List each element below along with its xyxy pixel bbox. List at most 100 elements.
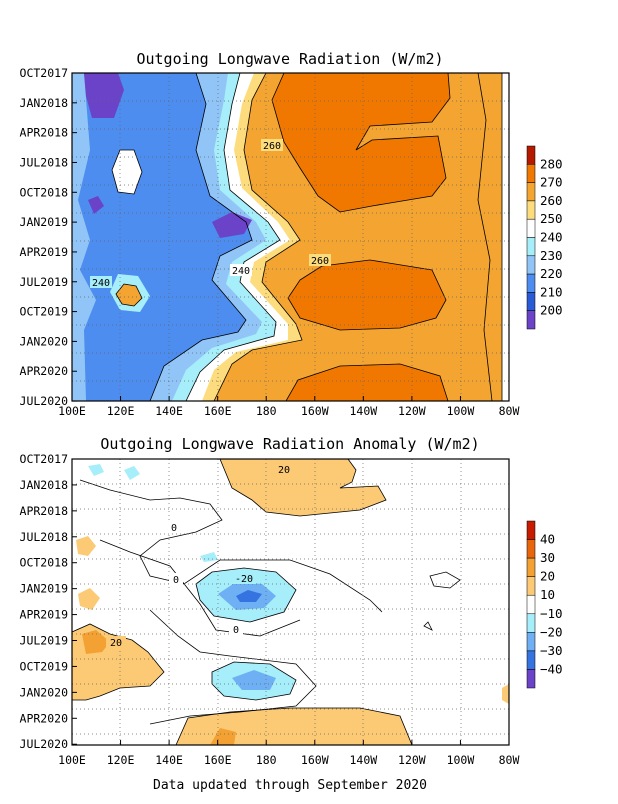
olr-x-tick-label: 100W <box>447 404 475 418</box>
olr-field <box>72 73 509 401</box>
olr-colorbar-swatch <box>526 218 536 238</box>
olr-y-tick-label: JAN2020 <box>20 334 69 348</box>
anomaly-x-tick-label: 120W <box>398 753 426 767</box>
olr-colorbar-label: 220 <box>540 266 563 281</box>
anomaly-colorbar-swatch <box>526 557 536 577</box>
anomaly-x-tick-label: 140E <box>155 753 183 767</box>
anomaly-colorbar-label: −30 <box>540 643 563 658</box>
olr-band-270-a <box>272 73 450 212</box>
anomaly-y-tick-label: APR2019 <box>20 608 69 622</box>
anomaly-contour-labels: 20 0 0 -20 0 20 <box>106 463 294 649</box>
olr-contour-label-260-b: 260 <box>311 256 329 267</box>
anomaly-neg-h <box>200 552 218 562</box>
anomaly-y-tick-label: JAN2018 <box>20 478 69 492</box>
olr-core-200-b <box>212 212 252 238</box>
olr-x-tick-label: 80W <box>499 404 520 418</box>
olr-x-tick-label: 160E <box>204 404 232 418</box>
olr-colorbar-swatch <box>526 237 536 257</box>
anomaly-pos-h <box>502 684 509 704</box>
olr-x-tick-label: 140E <box>155 404 183 418</box>
olr-title: Outgoing Longwave Radiation (W/m2) <box>136 50 443 68</box>
olr-y-tick-label: APR2018 <box>20 126 69 140</box>
anomaly-neg-f <box>88 464 104 476</box>
anomaly-panel: Outgoing Longwave Radiation Anomaly (W/m… <box>20 435 563 767</box>
anomaly-colorbar-label: −40 <box>540 661 563 676</box>
olr-colorbar-label: 200 <box>540 303 563 318</box>
olr-y-tick-label: APR2020 <box>20 364 69 378</box>
anomaly-neg-g <box>124 466 140 480</box>
anomaly-x-tick-label: 140W <box>349 753 377 767</box>
olr-panel: Outgoing Longwave Radiation (W/m2) <box>20 50 563 418</box>
olr-x-tick-label: 100E <box>58 404 86 418</box>
olr-plot-frame <box>71 72 510 402</box>
olr-colorbar-label: 250 <box>540 211 563 226</box>
anomaly-colorbar-swatch <box>526 613 536 633</box>
olr-colorbar-swatch <box>526 145 536 165</box>
olr-contour-label-240-b: 240 <box>92 278 110 289</box>
anomaly-colorbar: 40 30 20 10 −10 −20 −30 −40 <box>526 520 563 689</box>
olr-x-tick-label: 120W <box>398 404 426 418</box>
olr-contour-labels: 260 260 240 240 <box>90 139 331 289</box>
olr-colorbar-swatch <box>526 273 536 293</box>
anomaly-x-tick-label: 160E <box>204 753 232 767</box>
anomaly-contour-label-20-a: 20 <box>278 465 290 476</box>
anomaly-y-tick-label: JUL2019 <box>20 634 69 648</box>
olr-colorbar-label: 210 <box>540 284 563 299</box>
olr-y-tick-label: JUL2020 <box>20 394 69 408</box>
anomaly-neg-e <box>232 670 276 690</box>
anomaly-y-tick-label: JUL2020 <box>20 737 69 751</box>
anomaly-colorbar-swatch <box>526 576 536 596</box>
anomaly-contour-label-0-b: 0 <box>173 575 179 586</box>
anomaly-field <box>72 459 509 745</box>
anomaly-colorbar-swatch <box>526 632 536 652</box>
olr-core-200-c <box>88 196 104 214</box>
olr-y-ticks: OCT2017 JAN2018 APR2018 JUL2018 OCT2018 JAN20… <box>20 66 77 408</box>
anomaly-x-ticks: 100E 120E 140E 160E 180 160W 140W 120W 100W 80W <box>58 740 519 767</box>
anomaly-contour-label-0-a: 0 <box>171 523 177 534</box>
anomaly-x-tick-label: 100W <box>447 753 475 767</box>
anomaly-plot-frame <box>71 458 510 746</box>
olr-y-tick-label: JAN2019 <box>20 215 69 229</box>
olr-y-tick-label: JUL2019 <box>20 275 69 289</box>
olr-east-strip <box>502 73 509 401</box>
olr-x-tick-label: 140W <box>349 404 377 418</box>
olr-colorbar: 280 270 260 250 240 230 220 210 200 <box>526 145 563 330</box>
anomaly-grid <box>72 459 509 745</box>
olr-y-tick-label: OCT2019 <box>20 305 69 319</box>
olr-x-ticks: 100E 120E 140E 160E 180 160W 140W 120W 100W 80W <box>58 396 519 418</box>
olr-colorbar-label: 280 <box>540 156 563 171</box>
anomaly-colorbar-label: 30 <box>540 550 555 565</box>
olr-white-blob <box>112 150 142 194</box>
anomaly-pos-d <box>76 536 96 556</box>
olr-colorbar-swatch <box>526 164 536 183</box>
olr-y-tick-label: JAN2018 <box>20 96 69 110</box>
anomaly-y-tick-label: APR2018 <box>20 504 69 518</box>
olr-colorbar-swatch <box>526 255 536 275</box>
olr-y-tick-label: OCT2018 <box>20 185 69 199</box>
anomaly-x-tick-label: 100E <box>58 753 86 767</box>
olr-contour-label-240-a: 240 <box>232 266 250 277</box>
anomaly-contour-label-neg20: -20 <box>235 574 253 585</box>
anomaly-y-tick-label: OCT2019 <box>20 659 69 673</box>
anomaly-x-tick-label: 160W <box>301 753 329 767</box>
anomaly-colorbar-label: 20 <box>540 569 555 584</box>
olr-colorbar-label: 270 <box>540 175 563 190</box>
anomaly-colorbar-label: −20 <box>540 624 563 639</box>
anomaly-colorbar-swatch <box>526 539 536 559</box>
anomaly-y-tick-label: OCT2018 <box>20 556 69 570</box>
olr-contour-label-260-a: 260 <box>263 141 281 152</box>
olr-y-tick-label: APR2019 <box>20 245 69 259</box>
anomaly-y-tick-label: JUL2018 <box>20 530 69 544</box>
olr-orange-blob <box>116 284 142 306</box>
anomaly-colorbar-label: −10 <box>540 606 563 621</box>
anomaly-colorbar-label: 40 <box>540 532 555 547</box>
olr-y-tick-label: JUL2018 <box>20 155 69 169</box>
olr-colorbar-swatch <box>526 310 536 330</box>
olr-y-tick-label: OCT2017 <box>20 66 69 80</box>
olr-band-270-c <box>286 364 448 401</box>
olr-x-tick-label: 180 <box>256 404 277 418</box>
anomaly-x-tick-label: 180 <box>256 753 277 767</box>
olr-band-270-b <box>288 260 446 330</box>
anomaly-y-tick-label: JAN2019 <box>20 582 69 596</box>
anomaly-y-ticks: OCT2017 JAN2018 APR2018 JUL2018 OCT2018 JAN20… <box>20 452 77 751</box>
